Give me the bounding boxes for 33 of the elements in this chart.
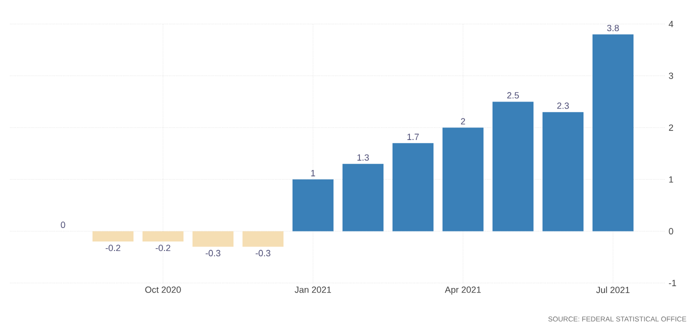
bar [142,231,184,242]
bar [592,34,634,232]
data-label: 1.3 [357,154,369,161]
x-tick-label: Jan 2021 [294,286,331,293]
bar [242,231,284,247]
bar [492,102,534,232]
bar [392,143,434,232]
y-tick-label: 2 [668,124,674,131]
data-label: -0.3 [256,250,270,256]
data-label: 2.5 [507,92,519,99]
data-label: 1.7 [407,134,419,140]
data-label: 1 [311,170,316,176]
y-tick-label: 0 [668,228,674,234]
bar [542,112,584,232]
data-label: 2.3 [557,102,569,109]
data-label: 0 [60,222,66,228]
y-tick-label: 1 [669,176,674,182]
bar [92,231,134,242]
bar [442,128,484,232]
bar [342,164,384,232]
data-label: -0.3 [206,250,220,256]
data-label: -0.2 [156,244,170,252]
data-label: 2 [460,118,466,124]
y-tick-label: 4 [668,20,674,28]
y-tick-label: -1 [668,280,676,286]
x-tick-label: Apr 2021 [444,286,481,295]
data-label: 3.8 [607,24,619,32]
y-tick-label: 3 [668,72,674,79]
x-tick-label: Jul 2021 [596,286,630,294]
x-tick-label: Oct 2020 [145,286,181,293]
bar [292,179,334,232]
data-label: -0.2 [106,244,120,252]
bar [192,231,234,247]
